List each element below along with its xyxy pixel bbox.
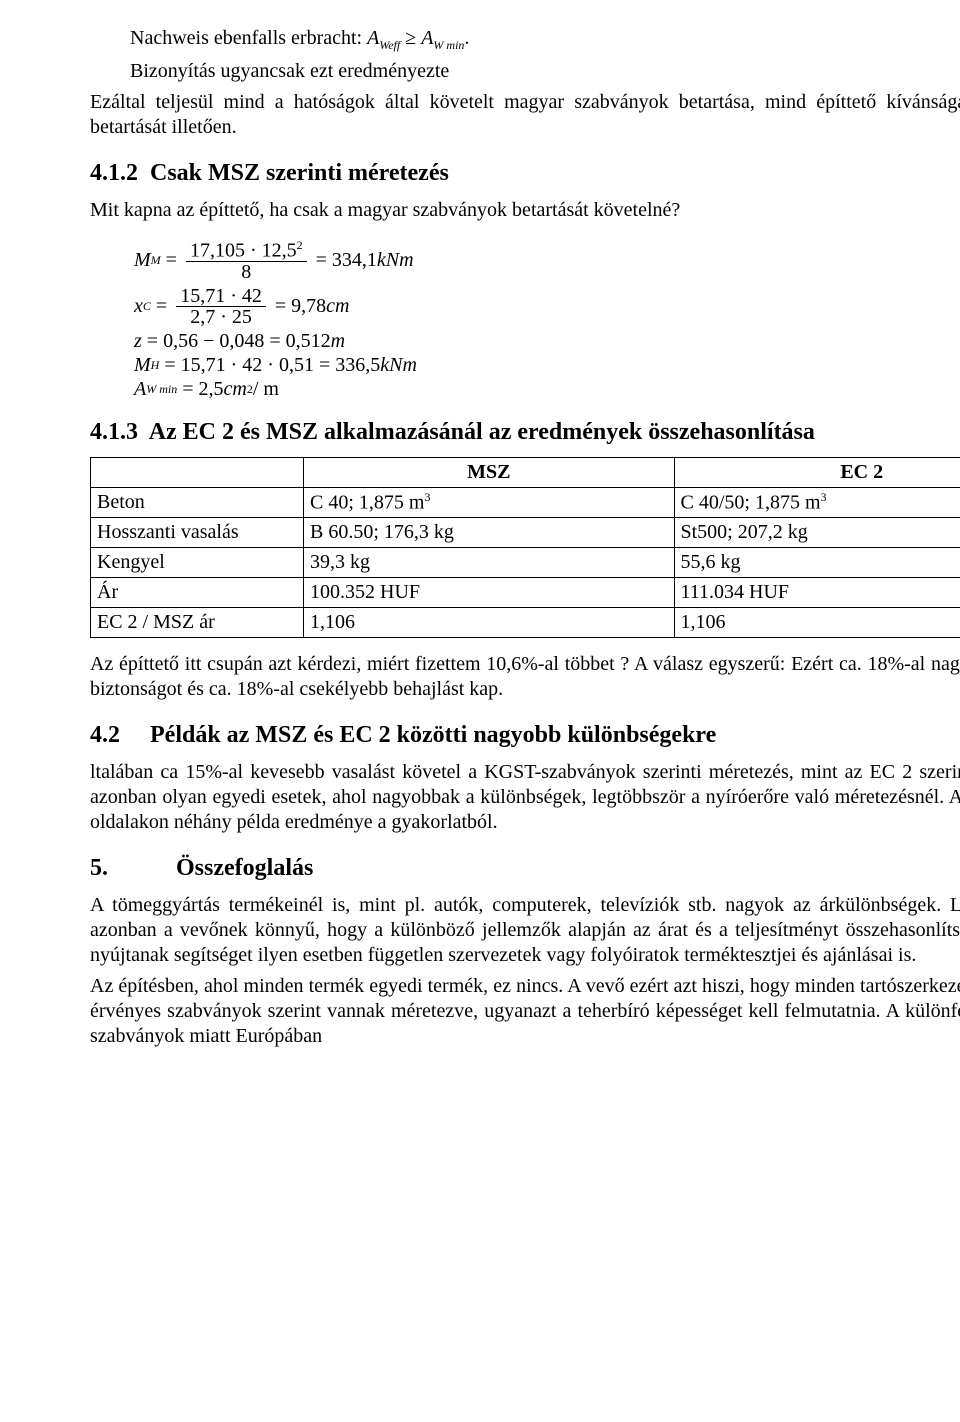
eq-mm-den: 8: [237, 262, 255, 282]
nachweis-line: Nachweis ebenfalls erbracht: AWeff ≥ AW …: [130, 26, 960, 53]
after-table-paragraph: Az építtető itt csupán azt kérdezi, miér…: [90, 652, 960, 702]
ineq-period: .: [464, 27, 469, 49]
eq-mm-frac: 17,105 · 12,52 8: [186, 239, 307, 282]
table-row: Kengyel 39,3 kg 55,6 kg: [91, 548, 960, 578]
heading-5: 5. Összefoglalás: [90, 853, 960, 883]
sec5-paragraph-2: Az építésben, ahol minden termék egyedi …: [90, 974, 960, 1049]
comparison-table: MSZ EC 2 Beton C 40; 1,875 m3 C 40/50; 1…: [90, 457, 960, 639]
table-row-label: Hosszanti vasalás: [91, 518, 304, 548]
table-head-row: MSZ EC 2: [91, 457, 960, 487]
eq-xc: xC = 15,71 · 42 2,7 · 25 = 9,78cm: [134, 286, 960, 327]
eq-mm-unit: kNm: [377, 250, 414, 270]
table-row: Beton C 40; 1,875 m3 C 40/50; 1,875 m3: [91, 487, 960, 518]
ineq-right-var: A: [421, 27, 433, 49]
heading-4-1-3-num: 4.1.3: [90, 417, 144, 447]
heading-4-2-num: 4.2: [90, 720, 144, 750]
eq-xc-val: 9,78: [291, 296, 326, 316]
sec412-paragraph: Mit kapna az építtető, ha csak a magyar …: [90, 198, 960, 223]
eq-z-val: 0,512: [286, 331, 331, 351]
table-row: Hosszanti vasalás B 60.50; 176,3 kg St50…: [91, 518, 960, 548]
eq-z: z = 0,56 − 0,048 = 0,512m: [134, 331, 960, 351]
table-row-ec2: C 40/50; 1,875 m3: [674, 487, 960, 518]
heading-4-1-3-title: Az EC 2 és MSZ alkalmazásánál az eredmén…: [149, 419, 815, 445]
eq-z-expr: 0,56 − 0,048: [163, 331, 264, 351]
ineq: AWeff ≥ AW min.: [367, 27, 469, 49]
table-row-msz: C 40; 1,875 m3: [304, 487, 675, 518]
heading-4-1-2-title: Csak MSZ szerinti méretezés: [150, 160, 449, 186]
heading-4-1-3: 4.1.3 Az EC 2 és MSZ alkalmazásánál az e…: [90, 417, 960, 447]
intro-indent-block: Nachweis ebenfalls erbracht: AWeff ≥ AW …: [130, 26, 960, 84]
eq-awmin-val: 2,5: [199, 379, 224, 399]
heading-5-title: Összefoglalás: [176, 855, 313, 881]
nachweis-prefix: Nachweis ebenfalls erbracht:: [130, 27, 362, 49]
eq-mh-unit: kNm: [380, 355, 417, 375]
table-head-ec2: EC 2: [674, 457, 960, 487]
intro-paragraph: Ezáltal teljesül mind a hatóságok által …: [90, 90, 960, 140]
ineq-right-sub: W min: [433, 38, 464, 52]
table-row-msz: B 60.50; 176,3 kg: [304, 518, 675, 548]
heading-4-2-title: Példák az MSZ és EC 2 közötti nagyobb kü…: [150, 722, 716, 748]
equation-block: MM = 17,105 · 12,52 8 = 334,1kNm xC = 15…: [134, 239, 960, 399]
eq-mh-val: 336,5: [335, 355, 380, 375]
table-row-label: EC 2 / MSZ ár: [91, 608, 304, 638]
table-cell-sup: 3: [424, 490, 430, 504]
eq-awmin: AW min = 2,5cm2 / m: [134, 379, 960, 399]
eq-mh: MH = 15,71 · 42 · 0,51 = 336,5kNm: [134, 355, 960, 375]
heading-4-1-2-num: 4.1.2: [90, 158, 144, 188]
table-row-ec2: 111.034 HUF: [674, 578, 960, 608]
eq-mm: MM = 17,105 · 12,52 8 = 334,1kNm: [134, 239, 960, 282]
table-row-label: Kengyel: [91, 548, 304, 578]
heading-4-2: 4.2 Példák az MSZ és EC 2 közötti nagyob…: [90, 720, 960, 750]
table-row-ec2: St500; 207,2 kg: [674, 518, 960, 548]
eq-xc-frac: 15,71 · 42 2,7 · 25: [176, 286, 266, 327]
eq-awmin-unit: cm: [224, 379, 247, 399]
eq-z-unit: m: [331, 331, 345, 351]
ineq-left-var: A: [367, 27, 379, 49]
heading-5-num: 5.: [90, 853, 170, 883]
table-row-ec2: 55,6 kg: [674, 548, 960, 578]
eq-mm-val: 334,1: [332, 250, 377, 270]
eq-xc-unit: cm: [326, 296, 349, 316]
sec5-paragraph-1: A tömeggyártás termékeinél is, mint pl. …: [90, 893, 960, 968]
table-row-msz: 39,3 kg: [304, 548, 675, 578]
eq-awmin-perm: / m: [253, 379, 279, 399]
eq-mm-num-exp: 2: [297, 238, 303, 252]
heading-4-1-2: 4.1.2 Csak MSZ szerinti méretezés: [90, 158, 960, 188]
eq-xc-num: 15,71 · 42: [176, 286, 266, 307]
table-head-empty: [91, 457, 304, 487]
bizonyitas-line: Bizonyítás ugyancsak ezt eredményezte: [130, 59, 960, 84]
table-head-msz: MSZ: [304, 457, 675, 487]
table-row: EC 2 / MSZ ár 1,106 1,106: [91, 608, 960, 638]
table-cell-text: C 40; 1,875 m: [310, 491, 424, 513]
table-row-ec2: 1,106: [674, 608, 960, 638]
eq-mh-expr: 15,71 · 42 · 0,51: [181, 355, 314, 375]
table-row-label: Ár: [91, 578, 304, 608]
table-row-msz: 100.352 HUF: [304, 578, 675, 608]
table-row-msz: 1,106: [304, 608, 675, 638]
table-row: Ár 100.352 HUF 111.034 HUF: [91, 578, 960, 608]
ineq-left-sub: Weff: [379, 38, 400, 52]
eq-mm-num: 17,105 · 12,5: [190, 240, 297, 262]
eq-xc-den: 2,7 · 25: [186, 307, 256, 327]
table-cell-text: C 40/50; 1,875 m: [681, 491, 821, 513]
ineq-sym: ≥: [405, 27, 416, 49]
sec42-paragraph: ltalában ca 15%-al kevesebb vasalást köv…: [90, 760, 960, 835]
table-cell-sup: 3: [821, 490, 827, 504]
table-row-label: Beton: [91, 487, 304, 518]
